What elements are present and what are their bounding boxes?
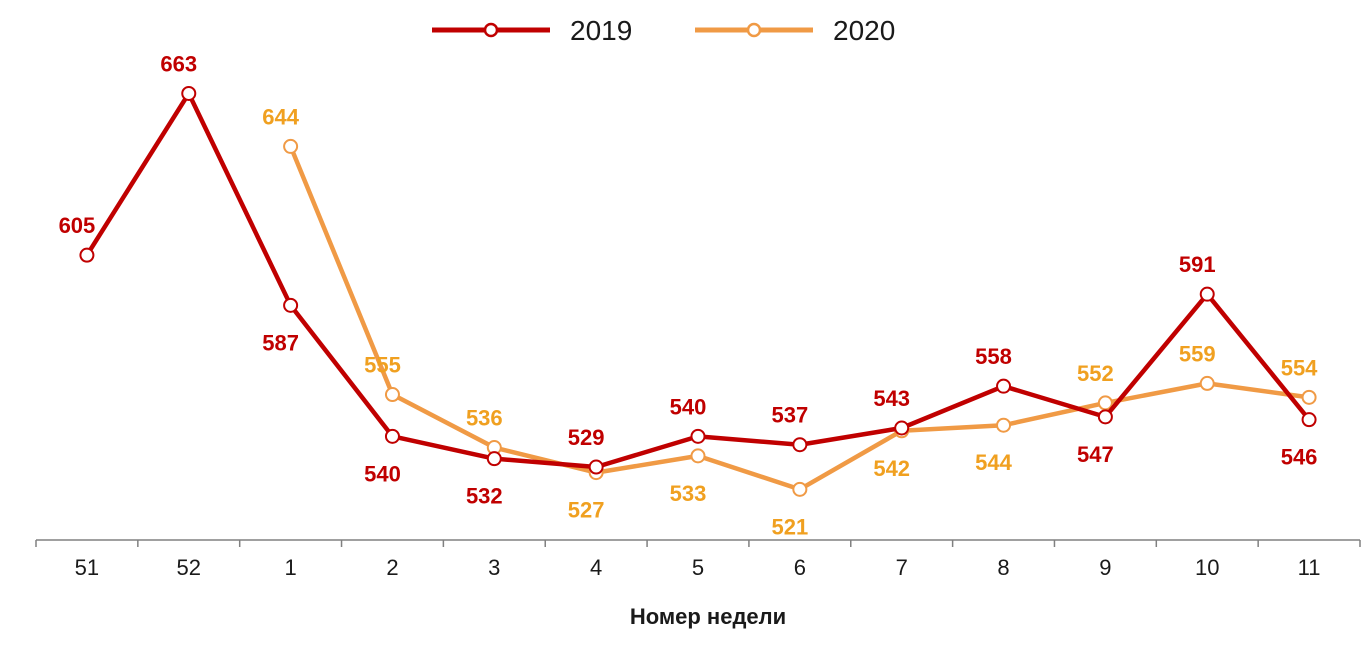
x-tick-label: 9 xyxy=(1099,555,1111,580)
data-point-2020 xyxy=(384,387,400,403)
legend-label-2020: 2020 xyxy=(833,15,895,46)
x-tick-label: 1 xyxy=(284,555,296,580)
data-label-2019: 540 xyxy=(364,461,401,486)
data-label-2019: 591 xyxy=(1179,252,1216,277)
legend: 2019 2020 xyxy=(432,15,895,46)
x-tick-label: 7 xyxy=(896,555,908,580)
x-tick-label: 8 xyxy=(997,555,1009,580)
data-label-2019: 605 xyxy=(59,213,96,238)
data-label-2019: 532 xyxy=(466,484,503,509)
data-label-2020: 644 xyxy=(262,104,299,129)
data-label-2019: 537 xyxy=(771,403,808,428)
data-label-2020: 527 xyxy=(568,498,605,523)
data-label-2020: 536 xyxy=(466,406,503,431)
x-tick-label: 11 xyxy=(1298,555,1321,580)
data-label-2020: 544 xyxy=(975,450,1012,475)
legend-marker-2019 xyxy=(483,22,499,38)
data-point-2019 xyxy=(1199,286,1215,302)
data-label-2020: 559 xyxy=(1179,341,1216,366)
data-label-2020: 552 xyxy=(1077,361,1114,386)
data-label-2020: 555 xyxy=(364,353,401,378)
data-label-2019: 663 xyxy=(160,51,197,76)
data-label-2019: 529 xyxy=(568,425,605,450)
data-point-2019 xyxy=(283,297,299,313)
data-point-2020 xyxy=(283,138,299,154)
data-label-2019: 543 xyxy=(873,386,910,411)
x-tick-label: 51 xyxy=(75,555,99,580)
data-label-2019: 547 xyxy=(1077,442,1114,467)
data-point-2019 xyxy=(996,378,1012,394)
data-point-2019 xyxy=(1097,409,1113,425)
data-label-2020: 521 xyxy=(771,514,808,539)
x-axis: 51 52 1 2 3 4 5 6 7 8 9 10 11 xyxy=(35,539,1361,580)
x-tick-label: 10 xyxy=(1195,555,1219,580)
data-point-2019 xyxy=(1301,412,1317,428)
data-point-2019 xyxy=(894,420,910,436)
data-point-2020 xyxy=(996,417,1012,433)
data-point-2020 xyxy=(1301,389,1317,405)
x-tick-label: 6 xyxy=(794,555,806,580)
series-2019 xyxy=(79,85,1317,475)
x-tick-label: 2 xyxy=(386,555,398,580)
data-point-2020 xyxy=(1097,395,1113,411)
data-point-2019 xyxy=(792,437,808,453)
data-label-2019: 587 xyxy=(262,330,299,355)
legend-label-2019: 2019 xyxy=(570,15,632,46)
x-tick-label: 5 xyxy=(692,555,704,580)
legend-item-2020: 2020 xyxy=(695,15,895,46)
x-tick-label: 4 xyxy=(590,555,602,580)
legend-item-2019: 2019 xyxy=(432,15,632,46)
data-point-2019 xyxy=(384,428,400,444)
x-axis-title: Номер недели xyxy=(630,604,786,629)
data-label-2020: 542 xyxy=(873,456,910,481)
x-tick-label: 3 xyxy=(488,555,500,580)
series-layer xyxy=(79,85,1317,497)
data-labels-layer: 605 663 587 540 532 529 540 537 543 558 547 591 546 6… xyxy=(59,51,1319,539)
data-point-2019 xyxy=(79,247,95,263)
data-label-2019: 540 xyxy=(670,394,707,419)
data-point-2020 xyxy=(690,448,706,464)
data-label-2020: 554 xyxy=(1281,355,1318,380)
data-label-2019: 546 xyxy=(1281,445,1318,470)
data-point-2020 xyxy=(792,481,808,497)
data-point-2020 xyxy=(1199,375,1215,391)
data-label-2020: 533 xyxy=(670,481,707,506)
data-point-2019 xyxy=(486,451,502,467)
data-point-2019 xyxy=(690,428,706,444)
data-point-2019 xyxy=(181,85,197,101)
legend-marker-2020 xyxy=(746,22,762,38)
data-point-2019 xyxy=(588,459,604,475)
x-tick-label: 52 xyxy=(177,555,201,580)
data-label-2019: 558 xyxy=(975,344,1012,369)
